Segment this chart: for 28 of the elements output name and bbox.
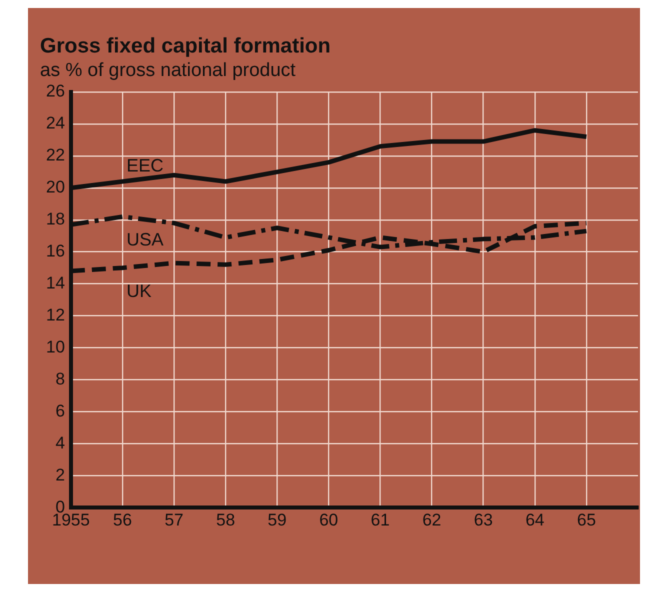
y-tick-label: 24: [46, 114, 65, 133]
y-tick-label: 2: [55, 465, 65, 484]
y-tick-label: 22: [46, 146, 65, 165]
x-tick-label: 56: [113, 510, 132, 530]
y-tick-label: 10: [46, 337, 65, 356]
y-tick-label: 4: [55, 433, 65, 452]
x-tick-label: 62: [422, 510, 442, 530]
y-tick-label: 16: [46, 242, 65, 261]
x-tick-label: 60: [319, 510, 338, 530]
y-tick-label: 18: [46, 210, 65, 229]
x-tick-label: 63: [474, 510, 493, 530]
x-tick-label: 57: [164, 510, 184, 530]
y-tick-label: 14: [46, 274, 65, 293]
y-tick-label: 6: [55, 401, 65, 420]
x-tick-label: 65: [576, 510, 596, 530]
x-tick-label: 61: [370, 510, 390, 530]
y-tick-label: 12: [46, 305, 65, 324]
chart-subtitle: as % of gross national product: [40, 60, 296, 81]
x-tick-label: 64: [525, 510, 544, 530]
y-tick-label: 26: [46, 82, 65, 101]
chart-title: Gross fixed capital formation: [40, 34, 331, 58]
x-tick-label: 58: [216, 510, 236, 530]
y-tick-label: 8: [55, 369, 65, 388]
series-label: UK: [126, 280, 152, 301]
series-label: USA: [126, 230, 164, 250]
x-tick-label: 59: [268, 510, 287, 530]
series-label: EEC: [126, 155, 164, 176]
y-tick-label: 20: [46, 178, 65, 197]
